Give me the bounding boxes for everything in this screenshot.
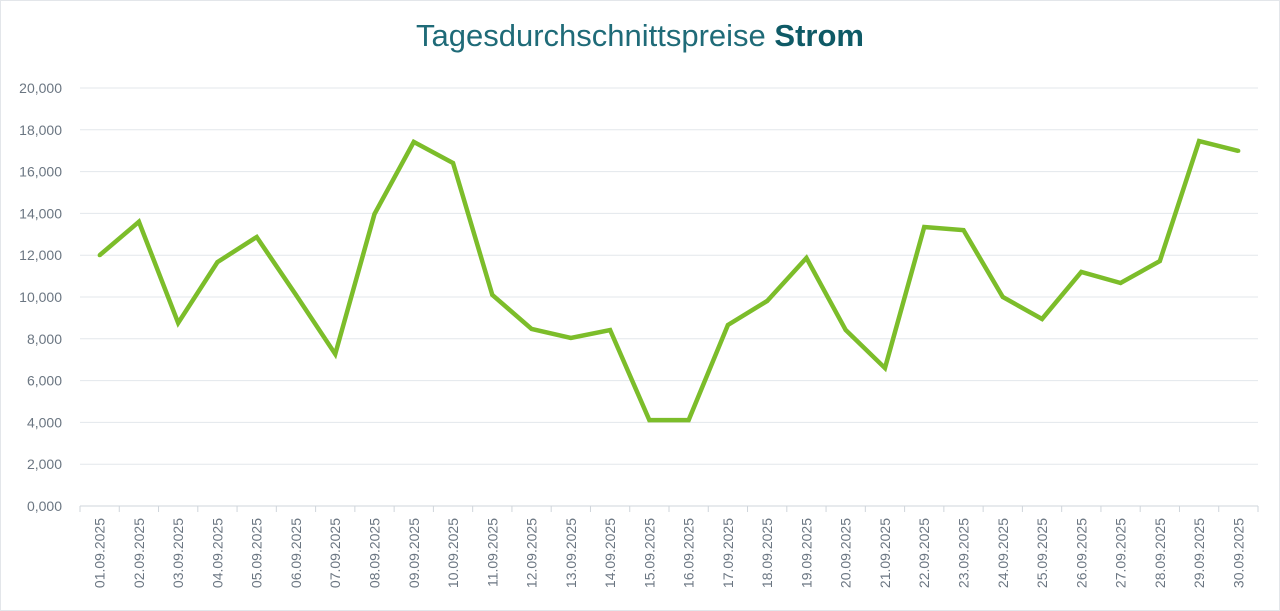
x-tick-label: 19.09.2025	[798, 518, 814, 588]
y-tick-label: 12,000	[19, 247, 62, 263]
x-tick-label: 23.09.2025	[956, 518, 972, 588]
x-tick-label: 02.09.2025	[131, 518, 147, 588]
data-point	[333, 352, 338, 357]
data-point	[1079, 269, 1084, 274]
data-point	[1040, 316, 1045, 321]
x-tick-label: 25.09.2025	[1034, 518, 1050, 588]
title-bold-text: Strom	[774, 18, 864, 53]
x-tick-label: 09.09.2025	[406, 518, 422, 588]
data-point	[176, 320, 181, 325]
data-point	[804, 255, 809, 260]
data-point	[293, 292, 298, 297]
y-tick-label: 10,000	[19, 289, 62, 305]
data-point	[451, 161, 456, 166]
x-tick-label: 03.09.2025	[170, 518, 186, 588]
data-point	[1000, 295, 1005, 299]
chart-title: Tagesdurchschnittspreise Strom	[0, 18, 1280, 54]
data-point	[882, 366, 887, 371]
data-point	[529, 326, 534, 331]
y-tick-label: 20,000	[19, 80, 62, 96]
x-tick-label: 01.09.2025	[92, 518, 108, 588]
data-point	[725, 323, 730, 328]
y-tick-label: 2,000	[27, 456, 62, 472]
x-tick-label: 07.09.2025	[327, 518, 343, 588]
x-tick-label: 08.09.2025	[367, 518, 383, 588]
data-point	[568, 335, 573, 340]
y-tick-label: 16,000	[19, 164, 62, 180]
data-point	[411, 139, 416, 144]
data-point	[254, 235, 259, 240]
y-tick-label: 18,000	[19, 122, 62, 138]
title-text: Tagesdurchschnittspreise	[416, 18, 766, 53]
data-point	[843, 328, 848, 333]
data-point	[372, 212, 377, 217]
x-tick-label: 21.09.2025	[877, 518, 893, 588]
data-point	[765, 298, 770, 303]
x-tick-label: 12.09.2025	[524, 518, 540, 588]
x-tick-label: 13.09.2025	[563, 518, 579, 588]
data-point	[1118, 280, 1123, 285]
data-point	[647, 418, 652, 423]
x-tick-label: 14.09.2025	[602, 518, 618, 588]
y-tick-label: 4,000	[27, 414, 62, 430]
x-tick-label: 16.09.2025	[681, 518, 697, 588]
x-tick-label: 10.09.2025	[445, 518, 461, 588]
x-tick-label: 29.09.2025	[1191, 518, 1207, 588]
x-tick-label: 30.09.2025	[1230, 518, 1246, 588]
data-point	[1157, 259, 1162, 264]
data-point	[686, 418, 691, 423]
x-tick-label: 24.09.2025	[995, 518, 1011, 588]
x-tick-label: 20.09.2025	[838, 518, 854, 588]
y-tick-label: 8,000	[27, 331, 62, 347]
x-tick-label: 15.09.2025	[641, 518, 657, 588]
data-point	[961, 228, 966, 233]
data-point	[136, 219, 141, 224]
y-tick-label: 0,000	[27, 498, 62, 514]
y-tick-label: 14,000	[19, 205, 62, 221]
data-point	[608, 328, 613, 333]
x-tick-label: 11.09.2025	[484, 518, 500, 587]
data-point	[490, 292, 495, 297]
data-point	[922, 224, 927, 229]
x-tick-label: 05.09.2025	[249, 518, 265, 588]
x-tick-label: 22.09.2025	[916, 518, 932, 588]
x-tick-label: 27.09.2025	[1113, 518, 1129, 588]
x-tick-label: 18.09.2025	[759, 518, 775, 588]
data-point	[1236, 148, 1241, 153]
x-tick-label: 26.09.2025	[1073, 518, 1089, 588]
y-tick-label: 6,000	[27, 373, 62, 389]
x-tick-label: 06.09.2025	[288, 518, 304, 588]
x-tick-label: 17.09.2025	[720, 518, 736, 588]
x-tick-label: 28.09.2025	[1152, 518, 1168, 588]
data-point	[97, 253, 102, 258]
x-tick-label: 04.09.2025	[209, 518, 225, 588]
data-point	[1197, 139, 1202, 144]
data-point	[215, 260, 220, 265]
series-line	[98, 138, 1239, 423]
